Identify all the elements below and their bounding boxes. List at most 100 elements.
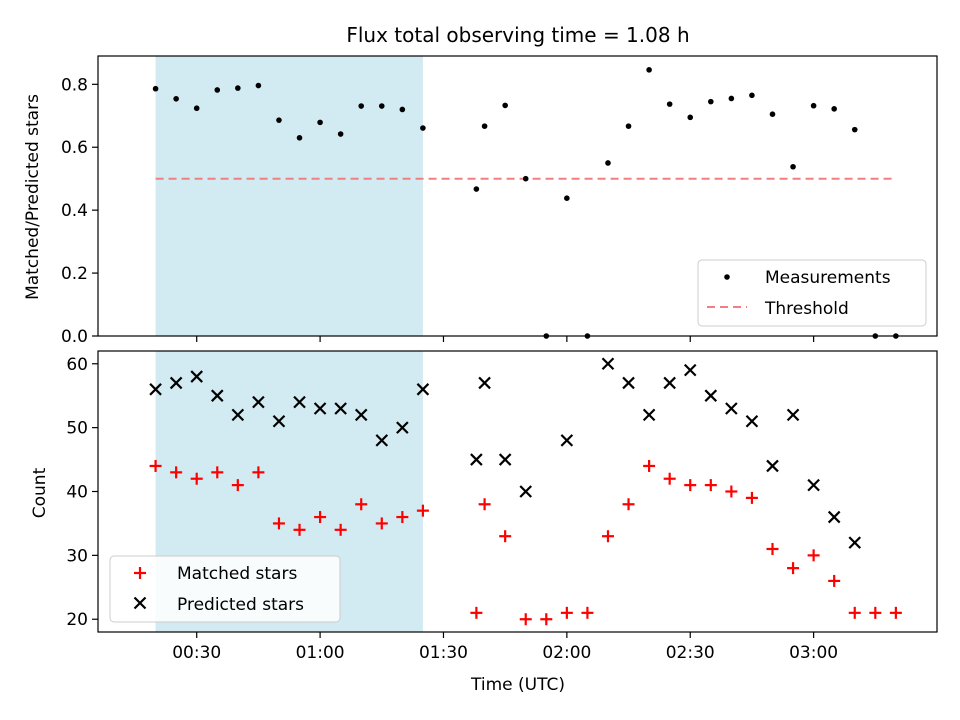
x-axis-label: Time (UTC) — [470, 675, 565, 695]
measurement-point — [625, 123, 632, 129]
matched-star-point — [540, 613, 553, 626]
matched-star-point — [848, 606, 861, 619]
measurement-point — [317, 119, 323, 126]
matched-star-point — [601, 530, 614, 543]
predicted-star-point — [601, 357, 615, 371]
top-legend-box — [697, 259, 927, 327]
matched-star-point — [519, 613, 532, 626]
matched-star-point — [396, 511, 409, 524]
measurement-point — [564, 195, 570, 202]
matched-star-point — [416, 504, 429, 517]
y-tick-label: 60 — [66, 355, 88, 375]
predicted-star-point — [210, 389, 224, 402]
predicted-star-point — [745, 414, 759, 428]
legend-matched-marker — [134, 567, 146, 579]
measurement-point — [666, 101, 673, 107]
y-tick-label: 0.4 — [61, 201, 88, 221]
y-tick-label: 40 — [66, 483, 88, 503]
matched-star-point — [375, 517, 388, 530]
bottom-y-axis-label: Count — [30, 467, 50, 518]
predicted-star-point — [272, 414, 286, 428]
predicted-star-point — [416, 383, 430, 396]
measurement-point — [235, 85, 241, 91]
top-x-ticks — [196, 336, 815, 342]
predicted-stars-points — [149, 357, 862, 549]
measurement-point — [502, 102, 508, 109]
predicted-star-point — [396, 421, 409, 434]
measurement-point — [337, 131, 344, 137]
measurement-point — [152, 85, 159, 92]
measurement-point — [481, 123, 488, 129]
predicted-star-point — [334, 402, 347, 415]
x-tick-label: 02:00 — [542, 643, 591, 663]
predicted-star-point — [807, 478, 820, 492]
measurement-point — [790, 163, 796, 170]
y-tick-label: 0.6 — [61, 138, 88, 158]
matched-star-point — [745, 491, 758, 504]
top-legend: Measurements Threshold — [697, 259, 927, 327]
measurement-point — [810, 102, 817, 109]
matched-star-point — [766, 542, 779, 555]
predicted-star-point — [519, 485, 533, 498]
matched-star-point — [272, 517, 285, 530]
measurement-point — [276, 117, 282, 123]
matched-star-point — [149, 459, 162, 472]
x-tick-label: 01:00 — [296, 643, 345, 663]
matched-star-point — [355, 498, 368, 511]
bottom-y-ticks: 20 30 40 50 60 — [66, 355, 98, 630]
matched-star-point — [293, 523, 306, 536]
y-tick-label: 20 — [66, 610, 88, 630]
y-tick-label: 0.2 — [61, 264, 88, 284]
matched-star-point — [828, 574, 841, 587]
matched-star-point — [581, 606, 594, 619]
measurement-point — [605, 160, 611, 166]
top-y-ticks: 0.0 0.2 0.4 0.6 0.8 — [61, 75, 98, 347]
measurement-point — [473, 186, 480, 192]
matched-star-point — [314, 511, 327, 524]
y-tick-label: 50 — [66, 419, 88, 439]
x-tick-label: 02:30 — [666, 643, 715, 663]
matched-star-point — [889, 606, 902, 619]
legend-matched-glyph — [134, 567, 146, 579]
y-tick-label: 0.0 — [61, 327, 88, 347]
measurement-point — [420, 125, 426, 131]
predicted-star-point — [848, 536, 862, 549]
predicted-star-point — [827, 510, 841, 524]
predicted-star-point — [293, 395, 306, 409]
y-tick-label: 30 — [66, 546, 88, 566]
predicted-star-point — [622, 376, 635, 390]
measurement-point — [255, 82, 262, 89]
matched-star-point — [478, 498, 491, 511]
matched-star-point — [211, 466, 224, 479]
top-y-axis-label: Matched/Predicted stars — [23, 94, 43, 300]
predicted-star-point — [786, 408, 800, 422]
chart-title: Flux total observing time = 1.08 h — [346, 23, 689, 47]
matched-star-point — [663, 472, 676, 485]
matched-star-point — [622, 498, 635, 511]
bottom-axes-frame — [97, 350, 938, 633]
measurement-point — [522, 175, 529, 182]
measurement-point — [646, 67, 652, 73]
measurement-point — [769, 111, 776, 118]
predicted-star-point — [704, 389, 718, 402]
measurement-point — [358, 103, 365, 109]
measurement-point — [399, 106, 406, 113]
predicted-star-point — [354, 408, 368, 422]
matched-star-point — [252, 466, 265, 479]
matched-star-point — [869, 606, 882, 619]
matched-star-point — [470, 606, 483, 619]
legend-threshold-label: Threshold — [764, 299, 849, 319]
measurement-point — [193, 105, 200, 112]
x-tick-label: 01:30 — [419, 643, 468, 663]
matched-star-point — [684, 479, 697, 492]
matched-star-point — [170, 466, 183, 479]
matched-star-point — [560, 606, 573, 619]
matched-star-point — [704, 479, 717, 492]
measurement-point — [707, 98, 714, 105]
predicted-star-point — [663, 376, 676, 390]
measurement-point — [378, 103, 385, 109]
matched-star-point — [499, 530, 512, 543]
legend-predicted-marker — [133, 596, 147, 610]
y-tick-label: 0.8 — [61, 75, 88, 95]
